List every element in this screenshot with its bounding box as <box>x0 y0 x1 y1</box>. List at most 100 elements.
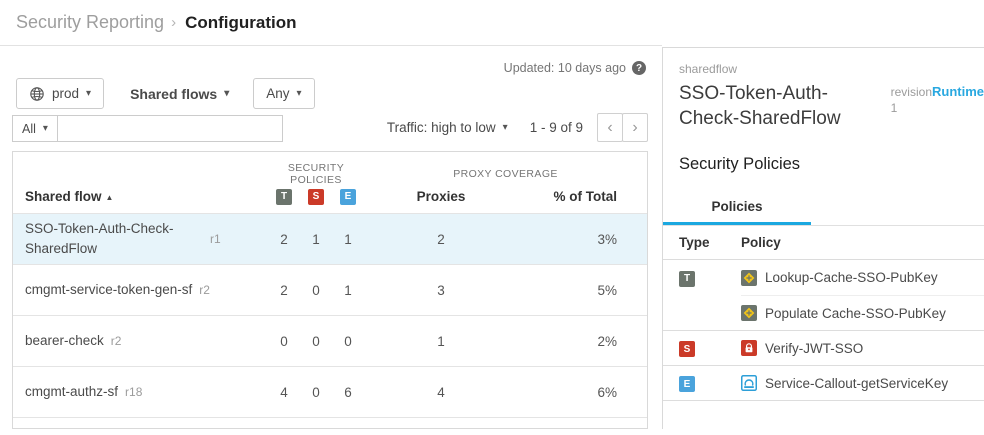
updated-status: Updated: 10 days ago ? <box>504 61 646 75</box>
search-input[interactable] <box>57 115 283 142</box>
e-count: 1 <box>344 231 352 247</box>
search-bar: All ▾ <box>12 115 283 142</box>
cache-icon <box>741 269 757 286</box>
threat-badge-icon: T <box>679 270 695 287</box>
type-column-header: Type <box>679 235 710 251</box>
detail-title: SSO-Token-Auth-Check-SharedFlow <box>679 83 841 130</box>
s-count: 0 <box>312 282 320 298</box>
any-filter-label: Any <box>266 86 290 101</box>
header-divider <box>0 45 662 46</box>
service-callout-icon <box>741 375 757 392</box>
revision-value: 1 <box>890 101 898 115</box>
pct-of-total: 2% <box>597 333 617 349</box>
chevron-down-icon: ▾ <box>224 88 230 99</box>
detail-tabbar: Policies <box>663 190 984 227</box>
pager: ‹ › <box>597 113 648 142</box>
policy-row[interactable]: E Service-Callout-getServiceKey <box>663 365 984 400</box>
policy-name: Verify-JWT-SSO <box>765 340 864 356</box>
cache-icon <box>741 305 757 322</box>
policy-name: Populate Cache-SSO-PubKey <box>765 305 946 321</box>
flow-revision: r18 <box>125 385 143 399</box>
page-title: Configuration <box>185 12 297 32</box>
environment-dropdown[interactable]: prod ▾ <box>16 78 105 109</box>
policy-name: Service-Callout-getServiceKey <box>765 375 949 391</box>
proxies-count: 2 <box>437 231 445 247</box>
pagination-range: 1 - 9 of 9 <box>529 120 583 135</box>
flow-revision: r1 <box>210 232 221 246</box>
chevron-down-icon: ▾ <box>42 123 48 134</box>
policy-name: Lookup-Cache-SSO-PubKey <box>765 270 938 286</box>
s-count: 0 <box>312 384 320 400</box>
scope-dropdown[interactable]: Shared flows ▾ <box>130 86 229 102</box>
breadcrumb-separator-icon: › <box>171 14 177 31</box>
chevron-down-icon: ▾ <box>86 88 92 99</box>
globe-icon <box>29 86 45 102</box>
search-field-dropdown[interactable]: All ▾ <box>12 115 58 142</box>
security-badge-icon: S <box>308 188 324 205</box>
pct-of-total: 5% <box>597 282 617 298</box>
search-field-label: All <box>22 121 36 136</box>
policy-row <box>663 400 984 435</box>
prev-page-button[interactable]: ‹ <box>597 113 623 142</box>
tab-policies[interactable]: Policies <box>663 190 811 226</box>
shared-flows-table: SECURITY POLICIES PROXY COVERAGE Shared … <box>12 151 648 429</box>
e-count: 1 <box>344 282 352 298</box>
flow-revision: r2 <box>110 334 122 348</box>
proxies-count: 4 <box>437 384 445 400</box>
extension-badge-icon: E <box>679 376 695 393</box>
policies-table-header: Type Policy <box>663 226 984 261</box>
table-row[interactable]: SSO-Token-Auth-Check-SharedFlow r1 2 1 1… <box>13 213 647 264</box>
table-column-header: Shared flow ▲ T S E Proxies % of Total <box>13 180 647 213</box>
scope-label: Shared flows <box>130 85 218 102</box>
e-count: 6 <box>344 384 352 400</box>
runtime-link[interactable]: Runtime <box>932 84 984 99</box>
t-count: 4 <box>280 384 288 400</box>
t-count: 0 <box>280 333 288 349</box>
table-row[interactable]: cmgmt-authz-sf r18 4 0 6 4 6% <box>13 366 647 417</box>
filter-bar: prod ▾ Shared flows ▾ Any ▾ <box>16 78 315 109</box>
threat-badge-icon: T <box>276 188 292 205</box>
sort-pagination-bar: Traffic: high to low ▾ 1 - 9 of 9 ‹ › <box>387 113 648 142</box>
updated-text: Updated: 10 days ago <box>503 61 626 75</box>
report-section: Updated: 10 days ago ? prod ▾ Shared flo… <box>12 45 648 429</box>
flow-name: bearer-check <box>25 333 104 349</box>
table-row[interactable]: cmgmt-service-token-gen-sf r2 2 0 1 3 5% <box>13 264 647 315</box>
sort-ascending-icon: ▲ <box>105 193 114 202</box>
any-filter-dropdown[interactable]: Any ▾ <box>253 78 315 109</box>
detail-panel: sharedflow SSO-Token-Auth-Check-SharedFl… <box>662 47 984 429</box>
e-count: 0 <box>344 333 352 349</box>
traffic-sort-label: Traffic: high to low <box>386 120 496 135</box>
table-group-header: SECURITY POLICIES PROXY COVERAGE <box>13 152 647 186</box>
policy-row[interactable]: S Verify-JWT-SSO <box>663 330 984 365</box>
policy-row[interactable]: Populate Cache-SSO-PubKey <box>741 295 984 330</box>
chevron-down-icon: ▾ <box>296 88 302 99</box>
t-count: 2 <box>280 231 288 247</box>
s-count: 1 <box>312 231 320 247</box>
traffic-sort-dropdown[interactable]: Traffic: high to low ▾ <box>387 120 508 135</box>
chevron-down-icon: ▾ <box>502 122 508 133</box>
security-badge-icon: S <box>679 341 695 358</box>
revision-block: revision Runtime 1 <box>891 81 984 131</box>
shared-flow-column-header[interactable]: Shared flow ▲ <box>25 189 114 204</box>
help-icon[interactable]: ? <box>632 61 646 75</box>
flow-name: SSO-Token-Auth-Check-SharedFlow <box>25 221 174 256</box>
environment-label: prod <box>52 86 80 101</box>
table-row[interactable]: bearer-check r2 0 0 0 1 2% <box>13 315 647 366</box>
pct-of-total: 3% <box>597 231 617 247</box>
revision-label: revision <box>890 85 932 99</box>
flow-revision: r2 <box>199 283 210 297</box>
breadcrumb: Security Reporting › Configuration <box>0 0 984 45</box>
policy-column-header: Policy <box>741 235 781 251</box>
lock-icon <box>741 340 757 357</box>
proxy-coverage-group-header: PROXY COVERAGE <box>453 168 558 180</box>
flow-name: cmgmt-service-token-gen-sf <box>25 282 193 298</box>
flow-name: cmgmt-authz-sf <box>25 384 119 400</box>
t-count: 2 <box>280 282 288 298</box>
pct-of-total: 6% <box>597 384 617 400</box>
section-title: Security Policies <box>679 155 801 174</box>
entity-kind-label: sharedflow <box>679 62 738 76</box>
next-page-button[interactable]: › <box>622 113 648 142</box>
policy-row[interactable]: T Lookup-Cache-SSO-PubKey <box>663 260 984 295</box>
breadcrumb-parent[interactable]: Security Reporting <box>16 12 165 32</box>
proxies-count: 1 <box>437 333 445 349</box>
